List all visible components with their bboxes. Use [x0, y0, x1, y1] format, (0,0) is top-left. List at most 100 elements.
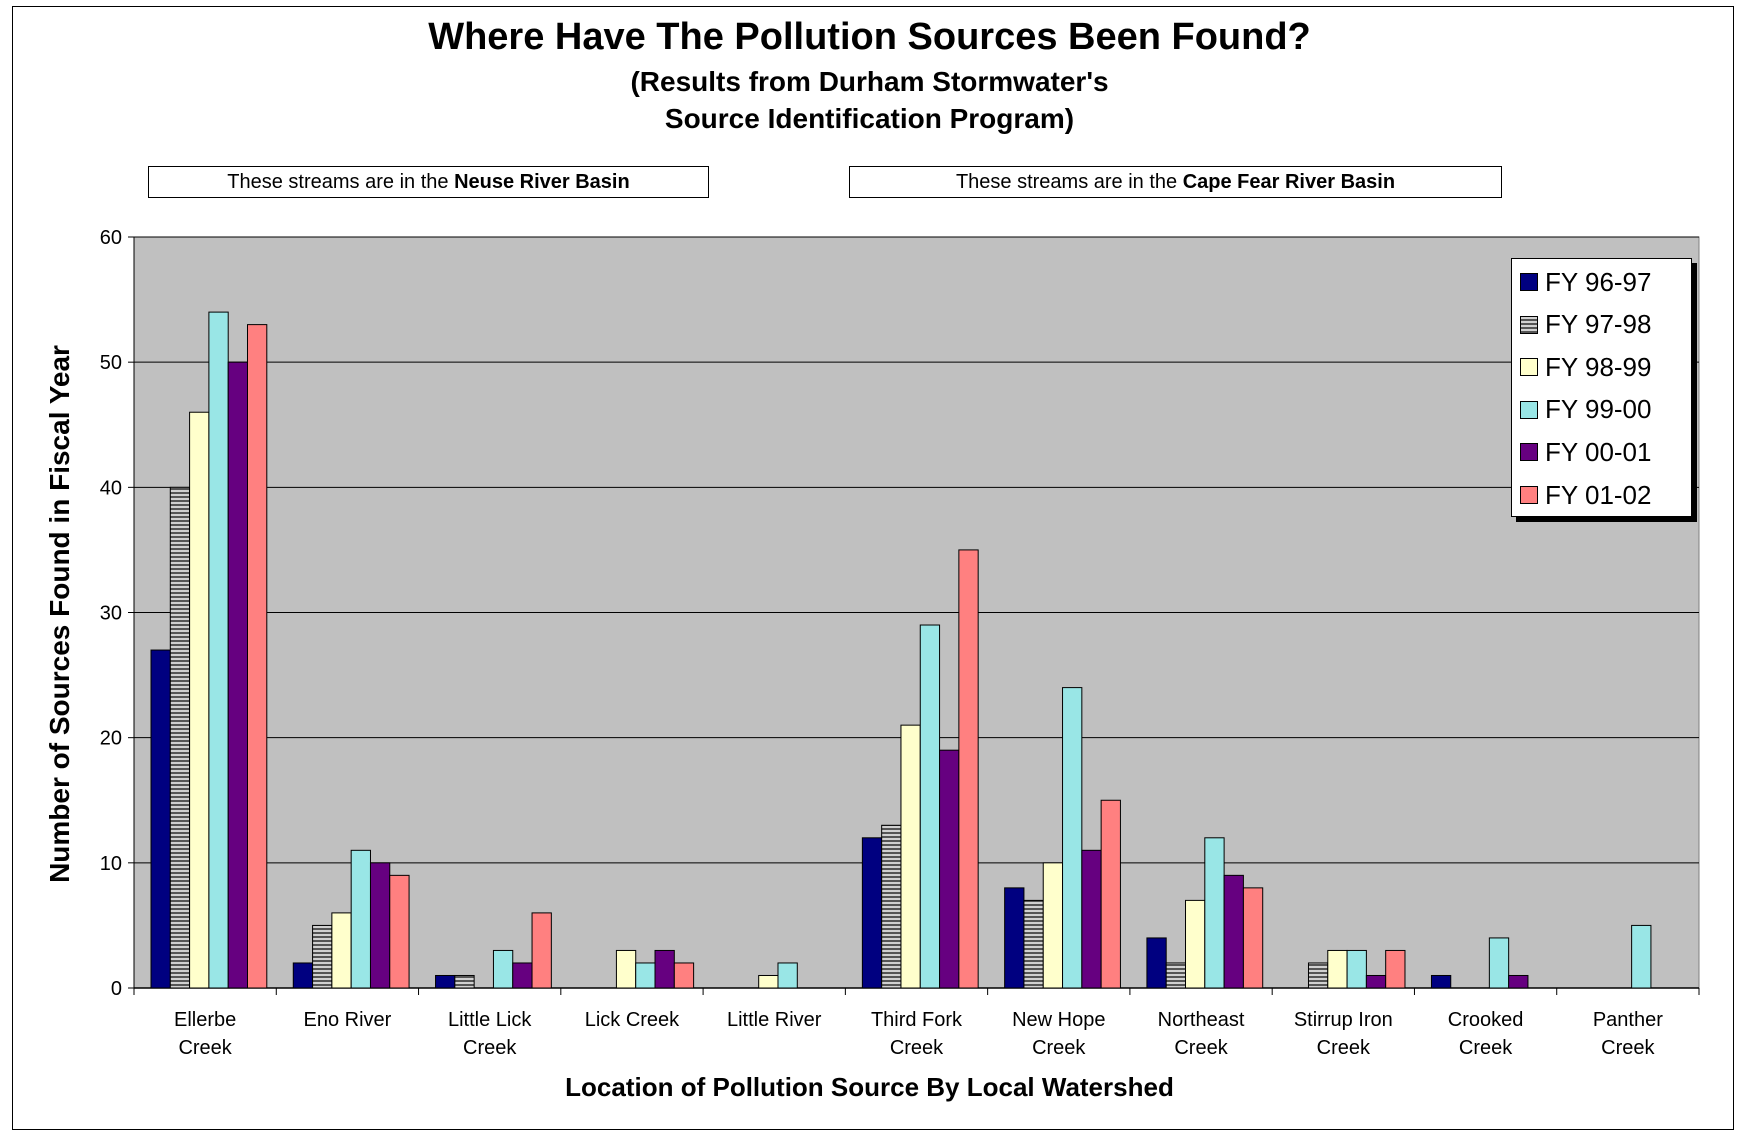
bar	[1023, 899, 1044, 989]
bar	[247, 324, 268, 989]
legend-label: FY 97-98	[1545, 309, 1652, 340]
x-tick-label: Stirrup Iron	[1294, 1009, 1393, 1031]
legend-item: FY 99-00	[1520, 393, 1651, 427]
x-axis-label: Location of Pollution Source By Local Wa…	[565, 1072, 1174, 1102]
chart-subtitle-line2: Source Identification Program)	[664, 103, 1075, 134]
y-tick-label: 10	[100, 853, 122, 875]
bar	[1307, 962, 1329, 989]
bar	[312, 924, 333, 989]
bar	[654, 949, 675, 989]
basin-label-cape-fear: These streams are in the Cape Fear River…	[849, 166, 1502, 198]
legend-swatch	[1520, 400, 1538, 419]
bar	[150, 649, 171, 989]
bar	[208, 311, 229, 989]
bar	[492, 949, 514, 989]
legend-swatch	[1520, 315, 1538, 334]
legend-swatch	[1520, 486, 1538, 504]
bar	[227, 361, 248, 989]
legend-item: FY 01-02	[1520, 478, 1651, 512]
chart-subtitle-line1: (Results from Durham Stormwater's	[630, 66, 1109, 97]
legend-item: FY 98-99	[1520, 350, 1651, 384]
bar	[1631, 924, 1652, 989]
x-tick-label: Creek	[178, 1037, 232, 1059]
bar	[292, 962, 314, 989]
y-tick-label: 20	[100, 728, 122, 750]
bar	[1242, 887, 1264, 989]
x-tick-label: Panther	[1593, 1009, 1663, 1031]
x-tick-label: Little River	[727, 1009, 822, 1031]
bar	[1062, 687, 1083, 989]
x-tick-label: Creek	[1459, 1037, 1513, 1059]
x-tick-label: Little Lick	[448, 1009, 532, 1031]
y-tick-label: 0	[111, 978, 122, 1000]
bar	[1365, 974, 1387, 989]
bar	[1430, 974, 1452, 989]
bar	[369, 862, 391, 989]
y-tick-label: 50	[100, 352, 122, 374]
x-tick-label: Eno River	[304, 1009, 392, 1031]
bar	[389, 874, 410, 989]
y-axis-label: Number of Sources Found in Fiscal Year	[44, 345, 75, 883]
x-tick-label: Creek	[1174, 1037, 1228, 1059]
bar	[1004, 887, 1025, 989]
basin-cape-prefix: These streams are in the	[955, 171, 1183, 193]
bar	[635, 962, 656, 989]
bar	[758, 974, 779, 989]
basin-neuse-prefix: These streams are in the	[227, 171, 455, 193]
x-tick-label: Ellerbe	[174, 1009, 236, 1031]
x-tick-label: Third Fork	[871, 1009, 963, 1031]
x-tick-label: Creek	[1032, 1037, 1086, 1059]
bar	[350, 849, 371, 989]
legend-item: FY 97-98	[1520, 308, 1651, 342]
x-tick-label: New Hope	[1012, 1009, 1105, 1031]
bar	[881, 824, 902, 989]
legend-item: FY 00-01	[1520, 435, 1651, 469]
bar	[331, 912, 352, 989]
bar	[958, 549, 979, 989]
bar	[777, 962, 798, 989]
y-tick-label: 60	[100, 227, 122, 249]
bar	[900, 724, 921, 989]
x-tick-label: Crooked	[1448, 1009, 1524, 1031]
bar	[1081, 849, 1102, 989]
bar	[1327, 949, 1348, 989]
x-tick-label: Creek	[1601, 1037, 1655, 1059]
legend-label: FY 96-97	[1545, 266, 1652, 297]
bar	[1488, 937, 1510, 989]
legend-label: FY 98-99	[1545, 351, 1652, 382]
y-tick-label: 30	[100, 603, 122, 625]
x-tick-label: Creek	[463, 1037, 517, 1059]
bar	[1346, 949, 1367, 989]
legend-swatch	[1520, 443, 1538, 462]
bar	[1385, 949, 1406, 989]
basin-neuse-name: Neuse River Basin	[454, 171, 630, 193]
bar	[1508, 974, 1529, 989]
x-tick-label: Northeast	[1158, 1009, 1245, 1031]
bar	[1204, 837, 1225, 989]
x-tick-label: Lick Creek	[585, 1009, 680, 1031]
bar	[1042, 862, 1064, 989]
bar	[512, 962, 533, 989]
bar	[919, 624, 941, 989]
basin-label-neuse: These streams are in the Neuse River Bas…	[148, 166, 709, 198]
bar	[531, 912, 552, 989]
bar	[435, 974, 456, 989]
legend-label: FY 99-00	[1545, 394, 1652, 425]
bar	[169, 486, 191, 989]
bar	[1223, 874, 1244, 989]
chart-legend: FY 96-97 FY 97-98 FY 98-99 FY 99-00 FY 00-01…	[1511, 258, 1692, 517]
basin-cape-name: Cape Fear River Basin	[1182, 171, 1396, 193]
legend-swatch	[1520, 273, 1538, 291]
bar	[861, 837, 883, 989]
bar	[939, 749, 960, 989]
bar	[673, 962, 695, 989]
chart-title: Where Have The Pollution Sources Been Fo…	[428, 16, 1311, 58]
bar	[454, 974, 475, 989]
bar	[189, 411, 210, 989]
bar	[1146, 937, 1167, 989]
y-tick-label: 40	[100, 477, 122, 499]
x-tick-label: Creek	[1317, 1037, 1371, 1059]
bar	[1185, 899, 1206, 989]
x-tick-label: Creek	[890, 1037, 944, 1059]
